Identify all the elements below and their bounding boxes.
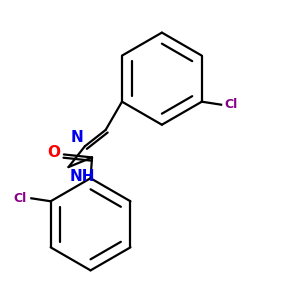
Text: Cl: Cl [224, 98, 237, 111]
Text: NH: NH [70, 169, 95, 184]
Text: N: N [70, 130, 83, 145]
Text: O: O [47, 146, 60, 160]
Text: Cl: Cl [14, 192, 27, 205]
